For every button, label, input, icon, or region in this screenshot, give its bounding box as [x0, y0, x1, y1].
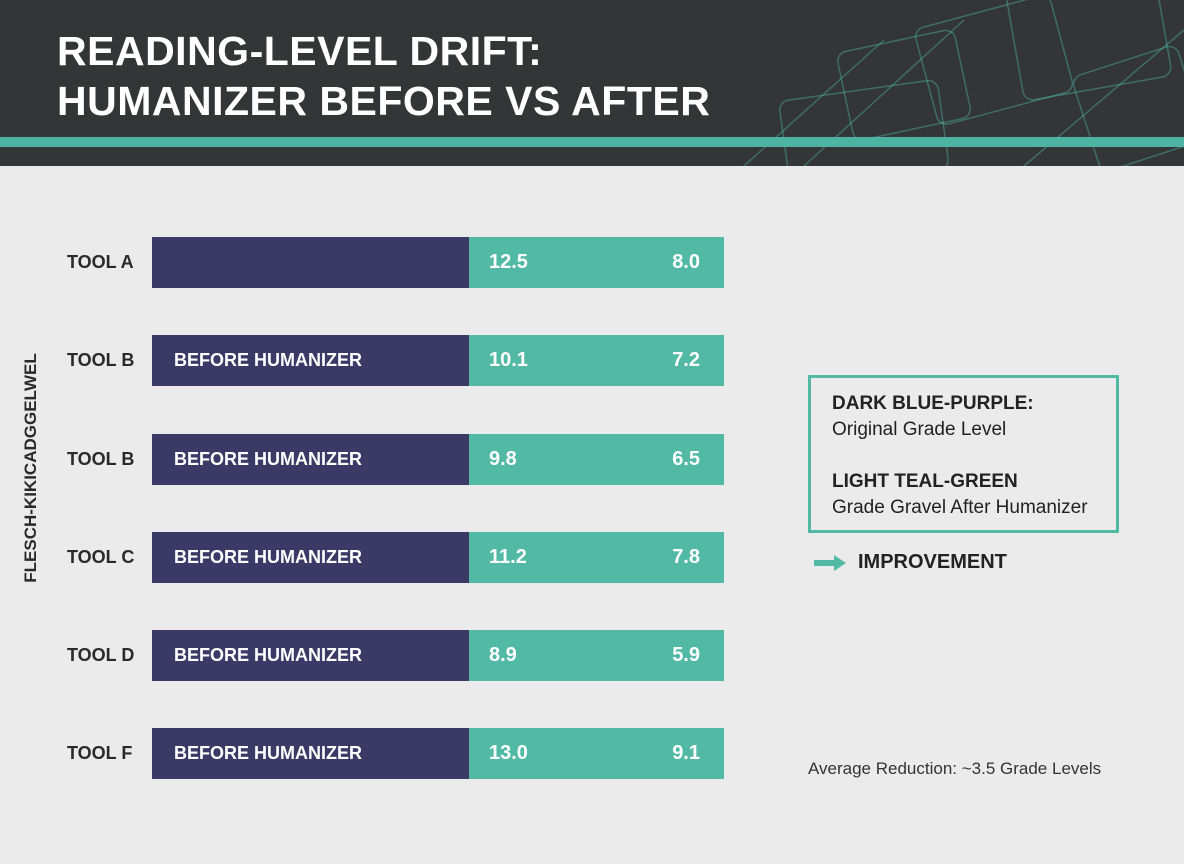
bar-row: TOOL B BEFORE HUMANIZER 9.8 6.5: [0, 434, 740, 485]
header-banner: READING-LEVEL DRIFT: HUMANIZER BEFORE VS…: [0, 0, 1184, 166]
after-value-label: 7.2: [672, 349, 700, 371]
legend: DARK BLUE-PURPLE: Original Grade Level L…: [808, 375, 1119, 533]
bar-row: TOOL A 12.5 8.0: [0, 237, 740, 288]
before-bar-label: BEFORE HUMANIZER: [174, 743, 362, 763]
before-value-label: 11.2: [489, 546, 527, 568]
before-value-label: 10.1: [489, 349, 528, 371]
title-line-2: HUMANIZER BEFORE VS AFTER: [57, 78, 711, 124]
before-bar-label: BEFORE HUMANIZER: [174, 645, 362, 665]
after-value-label: 9.1: [672, 742, 700, 764]
after-bar: 12.5 8.0: [469, 237, 724, 288]
legend-after-text: Grade Gravel After Humanizer: [832, 497, 1088, 518]
category-label: TOOL D: [67, 645, 135, 665]
before-bar: BEFORE HUMANIZER: [152, 335, 469, 386]
legend-before-text: Original Grade Level: [832, 419, 1007, 440]
after-value-label: 5.9: [672, 644, 700, 666]
after-value-label: 8.0: [672, 251, 700, 273]
before-bar-label: BEFORE HUMANIZER: [174, 449, 362, 469]
bar-row: TOOL D BEFORE HUMANIZER 8.9 5.9: [0, 630, 740, 681]
after-bar: 13.0 9.1: [469, 728, 724, 779]
category-label: TOOL B: [67, 350, 135, 370]
chart-title: READING-LEVEL DRIFT: HUMANIZER BEFORE VS…: [57, 26, 710, 126]
before-bar: [152, 237, 469, 288]
after-value-label: 7.8: [672, 546, 700, 568]
arrow-right-icon: [814, 554, 846, 571]
improvement-indicator: IMPROVEMENT: [814, 551, 1007, 574]
after-bar: 10.1 7.2: [469, 335, 724, 386]
improvement-label: IMPROVEMENT: [858, 551, 1007, 573]
before-value-label: 12.5: [489, 251, 528, 273]
legend-after-heading: LIGHT TEAL-GREEN: [832, 471, 1018, 492]
after-bar: 8.9 5.9: [469, 630, 724, 681]
category-label: TOOL B: [67, 449, 135, 469]
bar-row: TOOL C BEFORE HUMANIZER 11.2 7.8: [0, 532, 740, 583]
before-value-label: 8.9: [489, 644, 517, 666]
geometric-decoration: [743, 0, 1184, 166]
accent-stripe: [0, 137, 1184, 147]
before-bar: BEFORE HUMANIZER: [152, 728, 469, 779]
legend-before-heading: DARK BLUE-PURPLE:: [832, 393, 1034, 414]
category-label: TOOL C: [67, 547, 135, 567]
bar-row: TOOL F BEFORE HUMANIZER 13.0 9.1: [0, 728, 740, 779]
after-bar: 9.8 6.5: [469, 434, 724, 485]
title-line-1: READING-LEVEL DRIFT:: [57, 28, 543, 74]
before-bar: BEFORE HUMANIZER: [152, 630, 469, 681]
category-label: TOOL F: [67, 743, 133, 763]
before-value-label: 13.0: [489, 742, 528, 764]
after-value-label: 6.5: [672, 448, 700, 470]
average-reduction-note: Average Reduction: ~3.5 Grade Levels: [808, 759, 1102, 778]
before-value-label: 9.8: [489, 448, 517, 470]
before-bar: BEFORE HUMANIZER: [152, 532, 469, 583]
bar-row: TOOL B BEFORE HUMANIZER 10.1 7.2: [0, 335, 740, 386]
before-bar-label: BEFORE HUMANIZER: [174, 350, 362, 370]
after-bar: 11.2 7.8: [469, 532, 724, 583]
category-label: TOOL A: [67, 252, 134, 272]
before-bar-label: BEFORE HUMANIZER: [174, 547, 362, 567]
before-bar: BEFORE HUMANIZER: [152, 434, 469, 485]
